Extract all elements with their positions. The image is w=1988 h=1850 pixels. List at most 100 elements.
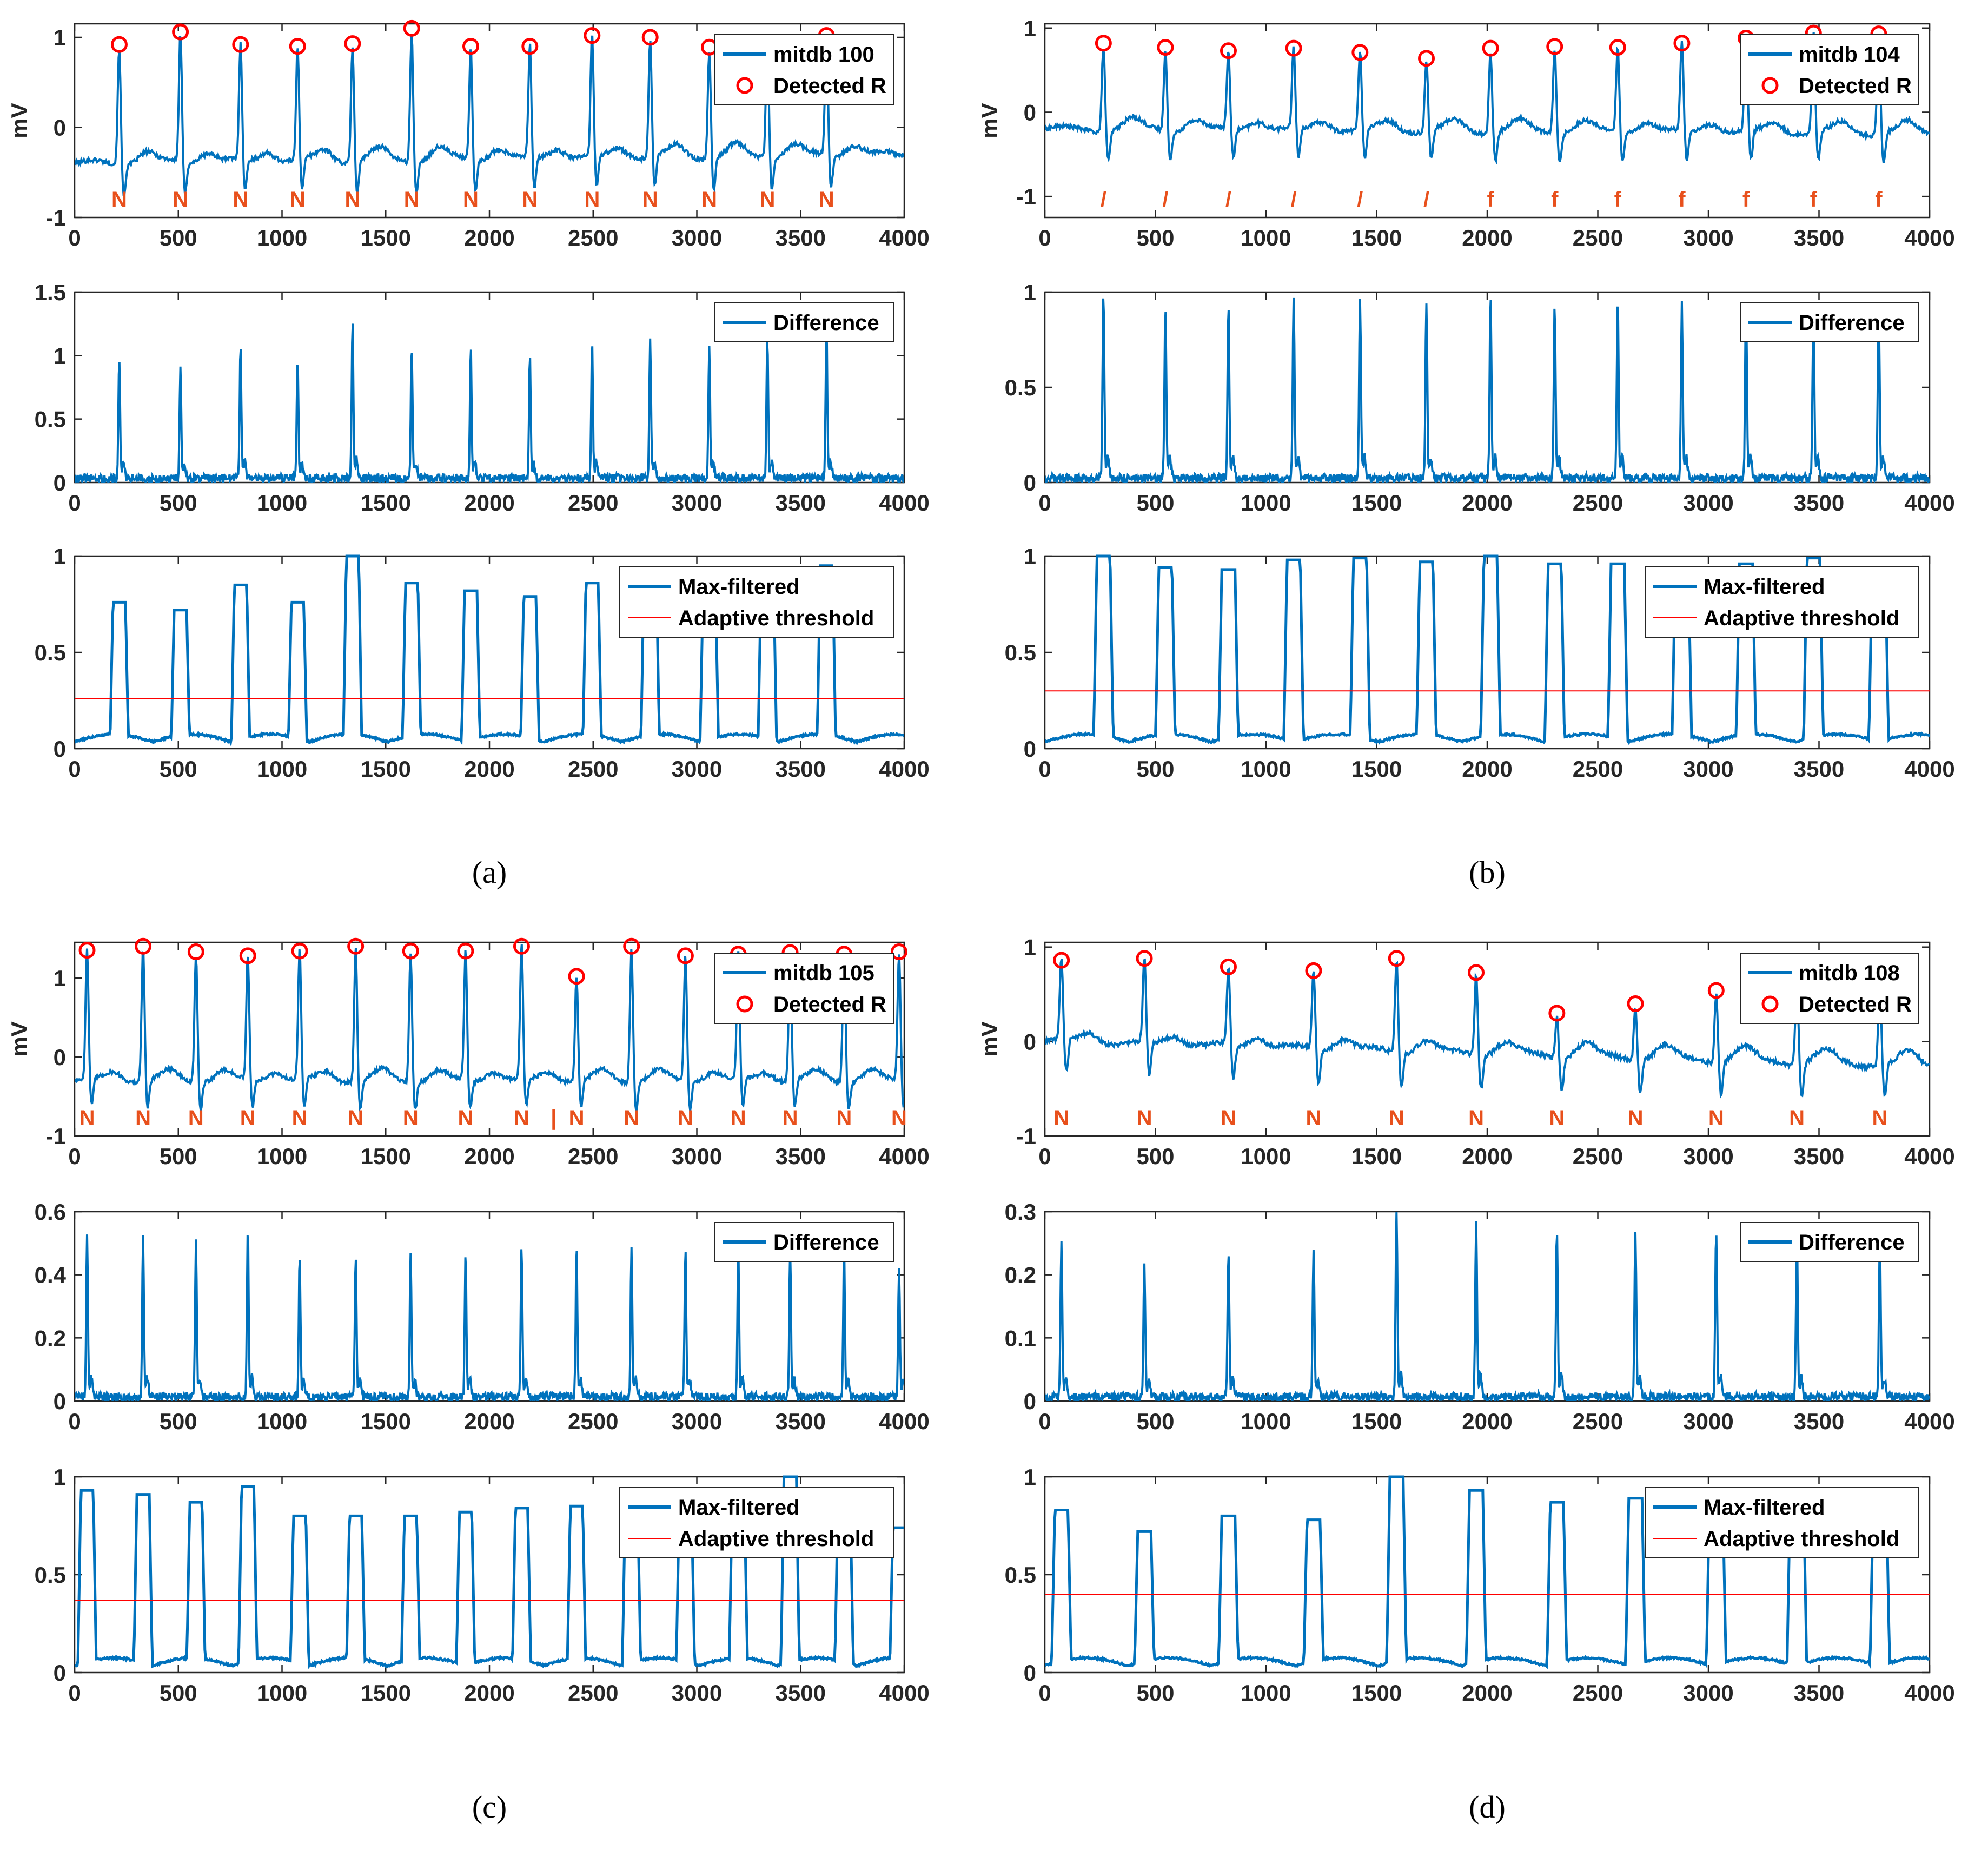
x-tick-label: 0 (68, 1409, 81, 1434)
legend-label: Detected R (773, 74, 886, 98)
x-tick-label: 3000 (672, 1409, 722, 1434)
y-tick-label: -1 (1016, 184, 1036, 209)
x-tick-label: 500 (160, 1680, 197, 1706)
y-tick-label: 0 (1024, 1029, 1036, 1054)
detected-r-marker (403, 19, 420, 37)
legend: Max-filtered Adaptive threshold (619, 566, 894, 638)
x-tick-label: 2000 (1462, 1680, 1512, 1706)
detected-r-marker (1548, 1005, 1566, 1022)
x-tick-label: 4000 (879, 1680, 929, 1706)
x-tick-label: 0 (1038, 756, 1051, 782)
beat-annotation: / (1101, 188, 1106, 212)
legend-marker-circle (1761, 995, 1779, 1013)
detected-r-marker (1220, 42, 1237, 60)
beat-annotation: N (1468, 1106, 1484, 1130)
y-tick-label: 0.1 (1005, 1325, 1036, 1351)
y-tick-label: 0 (54, 1045, 66, 1070)
difference-series-line (75, 1234, 904, 1401)
legend-item: Difference (1748, 311, 1905, 335)
legend-box (619, 566, 894, 638)
y-tick-label: 1 (54, 544, 66, 569)
legend-label: mitdb 105 (773, 961, 874, 985)
legend-box (1645, 1487, 1919, 1558)
legend: Difference (714, 1222, 894, 1262)
ecg-series-line (75, 944, 904, 1112)
detected-r-marker (1627, 995, 1644, 1013)
x-tick-label: 3000 (1683, 1144, 1733, 1169)
legend-item: Detected R (1761, 993, 1912, 1016)
legend-item: Difference (723, 311, 879, 335)
x-tick-label: 500 (1136, 490, 1174, 516)
y-tick-label: 1 (1024, 935, 1036, 960)
beat-annotation: N (584, 188, 600, 212)
legend-item: Adaptive threshold (628, 1527, 874, 1551)
detected-r-marker (1095, 35, 1112, 52)
detected-r-marker (1388, 950, 1405, 967)
x-tick-label: 0 (1038, 225, 1051, 250)
x-tick-label: 2000 (464, 1409, 514, 1434)
detected-r-marker (1351, 44, 1369, 61)
x-tick-label: 4000 (879, 756, 929, 782)
y-tick-label: 1 (54, 1464, 66, 1490)
x-tick-label: 2500 (568, 1144, 618, 1169)
x-tick-label: 2000 (1462, 756, 1512, 782)
legend-item: Detected R (736, 74, 886, 98)
beat-annotation: f (1810, 188, 1818, 212)
x-tick-label: 3000 (672, 1680, 722, 1706)
legend-item: Difference (723, 1231, 879, 1254)
x-tick-label: 1000 (1241, 756, 1291, 782)
detected-r-marker (187, 943, 204, 961)
x-tick-label: 3000 (672, 490, 722, 516)
x-tick-label: 0 (1038, 490, 1051, 516)
detected-r-marker (890, 943, 907, 961)
x-tick-label: 3500 (776, 1144, 826, 1169)
legend-item: Adaptive threshold (1653, 1527, 1899, 1551)
x-tick-label: 500 (160, 225, 197, 250)
beat-annotation: N (759, 188, 775, 212)
beat-annotation: N (836, 1106, 852, 1130)
ecg-series-line (1045, 32, 1930, 165)
panel-caption: (d) (1469, 1789, 1506, 1825)
detected-r-marker (402, 942, 419, 960)
y-tick-label: -1 (46, 205, 66, 230)
legend-item: Detected R (1761, 74, 1912, 98)
beat-annotation: | (551, 1106, 556, 1130)
x-tick-label: 3000 (672, 1144, 722, 1169)
legend-item: Adaptive threshold (1653, 606, 1899, 630)
legend-item: Max-filtered (1653, 1496, 1825, 1519)
y-tick-label: 0.4 (35, 1263, 67, 1288)
x-tick-label: 0 (1038, 1680, 1051, 1706)
x-tick-label: 500 (1136, 1680, 1174, 1706)
detected-r-marker (641, 29, 659, 46)
x-tick-label: 0 (1038, 1144, 1051, 1169)
subplot-maxfilter: 0 500 1000 1500 2000 2500 3000 3500 4000 0 0.5 1 Max… (35, 1464, 930, 1706)
subplot-ecg: 0 500 1000 1500 2000 2500 3000 3500 4000-101mV//… (977, 16, 1955, 250)
beat-annotation: f (1678, 188, 1686, 212)
detected-r-marker (462, 38, 479, 55)
y-tick-label: 0 (1024, 736, 1036, 762)
beat-annotation: N (233, 188, 248, 212)
beat-annotation: N (1789, 1106, 1805, 1130)
x-tick-label: 3000 (1683, 1680, 1733, 1706)
y-tick-label: 0.5 (35, 640, 66, 665)
y-tick-label: 0.5 (1005, 640, 1036, 665)
x-tick-label: 1000 (257, 1680, 307, 1706)
beat-annotation: N (1221, 1106, 1236, 1130)
y-tick-label: 0 (54, 470, 66, 495)
legend-label: Difference (773, 311, 879, 335)
legend-item: Max-filtered (1653, 575, 1825, 599)
x-tick-label: 2000 (464, 1680, 514, 1706)
y-tick-label: 0 (54, 736, 66, 762)
detected-r-marker (521, 38, 539, 55)
y-axis-label: mV (6, 103, 32, 138)
x-tick-label: 2500 (568, 1409, 618, 1434)
beat-annotation: / (1162, 188, 1168, 212)
subplot-difference: 0 500 1000 1500 2000 2500 3000 3500 4000 0 0.1 0.2 0… (1005, 1199, 1955, 1434)
beat-annotation: N (678, 1106, 693, 1130)
subplot-maxfilter: 0 500 1000 1500 2000 2500 3000 3500 4000 0 0.5 1 Max… (1005, 1464, 1955, 1706)
panel-caption: (a) (472, 855, 507, 890)
x-tick-label: 1000 (1241, 1409, 1291, 1434)
y-tick-label: 0.3 (1005, 1199, 1036, 1225)
